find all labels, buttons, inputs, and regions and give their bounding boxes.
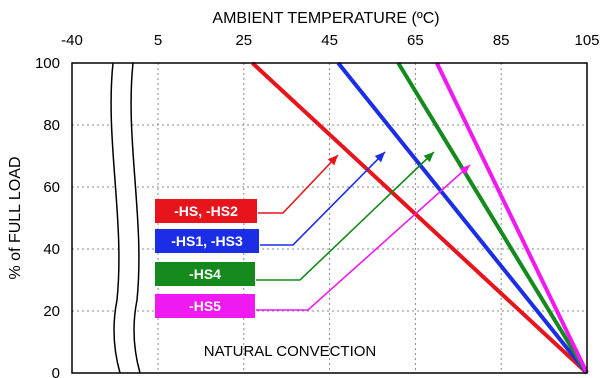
- series-line-2: [336, 61, 589, 375]
- x-tick-label: 105: [574, 32, 599, 49]
- series-line-3: [396, 61, 589, 375]
- legend-label-4: -HS5: [189, 298, 221, 314]
- y-tick-label: 100: [35, 55, 60, 72]
- legend-arrowhead-2: [374, 152, 385, 163]
- x-tick-label: 5: [154, 32, 162, 49]
- axis-break: [110, 62, 141, 374]
- legend-leader-3: [256, 151, 435, 281]
- legend-swatch-3: [155, 262, 255, 286]
- plot-frame: [71, 62, 588, 374]
- legend-leader-2: [260, 151, 386, 246]
- x-tick-label: 25: [235, 32, 252, 49]
- series-lines: [251, 61, 589, 375]
- y-tick-label: 60: [43, 179, 60, 196]
- legend-label-1: -HS, -HS2: [174, 203, 238, 219]
- legend-label-3: -HS4: [189, 266, 221, 282]
- y-tick-label: 40: [43, 241, 60, 258]
- y-tick-label: 80: [43, 117, 60, 134]
- legend-leader-1: [258, 154, 339, 214]
- series-line-1: [251, 61, 589, 375]
- x-tick-label: 85: [493, 32, 510, 49]
- x-tick-label: 45: [321, 32, 338, 49]
- legend-arrowhead-3: [423, 152, 434, 163]
- axis-break-line-right: [130, 62, 141, 374]
- legend: -HS, -HS2 -HS1, -HS3 -HS4 -HS5: [155, 151, 471, 318]
- y-tick-label: 20: [43, 303, 60, 320]
- x-tick-label: -40: [61, 32, 83, 49]
- legend-arrowhead-4: [459, 165, 470, 176]
- series-line-4: [435, 62, 589, 374]
- axis-break-band: [111, 63, 140, 373]
- legend-leader-4: [256, 164, 471, 311]
- legend-swatch-2: [155, 229, 259, 253]
- legend-swatch-1: [155, 199, 257, 223]
- natural-convection-annotation: NATURAL CONVECTION: [204, 343, 377, 360]
- legend-label-2: -HS1, -HS3: [171, 233, 243, 249]
- y-tick-label: 0: [52, 365, 60, 378]
- x-axis-title: AMBIENT TEMPERATURE (ºC): [212, 10, 439, 27]
- y-axis-title: % of FULL LOAD: [7, 156, 24, 279]
- legend-arrowhead-1: [327, 155, 338, 166]
- x-tick-label: 65: [407, 32, 424, 49]
- legend-swatch-4: [155, 294, 255, 318]
- tick-labels: -40 5 25 45 65 85 105 0 20 40 60 80 100: [35, 32, 600, 378]
- axis-break-line-left: [110, 62, 121, 374]
